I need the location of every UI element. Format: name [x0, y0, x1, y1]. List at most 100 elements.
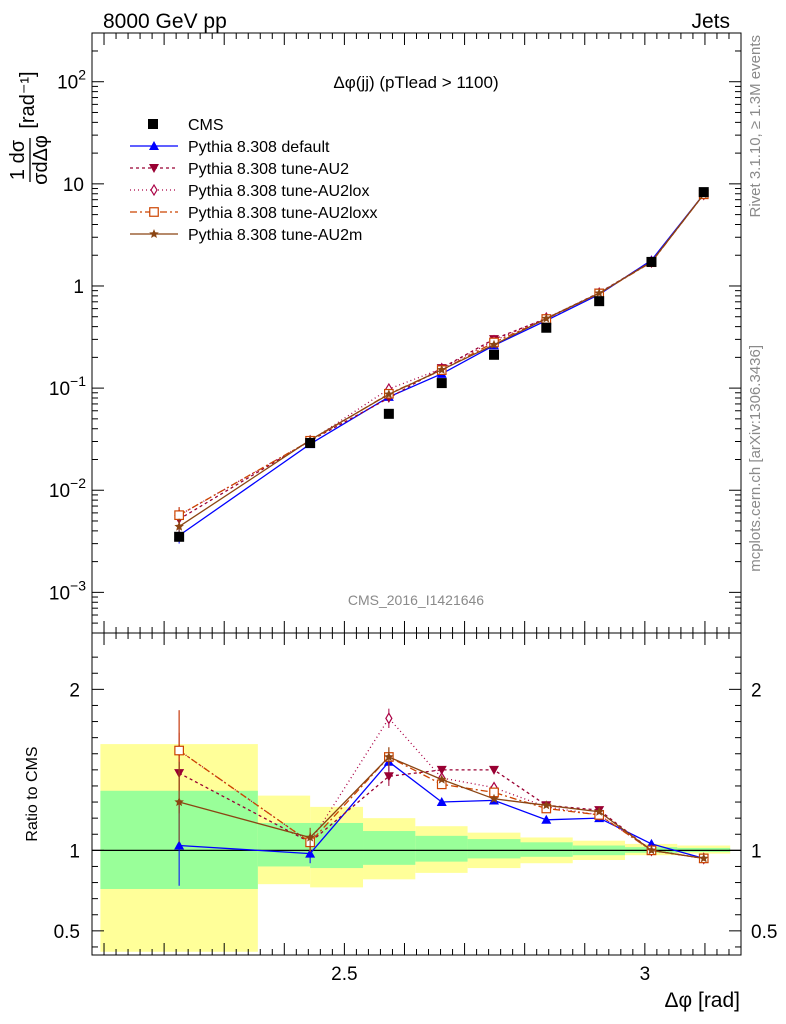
ratio-y-label: Ratio to CMS: [24, 746, 41, 841]
y-label-num: 1 dσ: [7, 139, 29, 180]
y-tick-exp: 2: [78, 67, 86, 83]
y-tick-base: 10: [49, 481, 70, 502]
x-tick-label: 2.5: [331, 964, 357, 985]
star-marker: [437, 364, 447, 374]
square-marker: [174, 510, 184, 521]
square-marker: [149, 207, 159, 217]
triangle-marker: [541, 814, 552, 824]
series-polyline: [178, 193, 705, 528]
star-marker: [174, 521, 184, 531]
y-tick-base: 10: [49, 379, 70, 400]
triangle-down-marker: [489, 765, 500, 775]
legend-label: Pythia 8.308 tune-AU2loxx: [188, 205, 377, 222]
mcplots-label: mcplots.cern.ch [arXiv:1306.3436]: [747, 345, 764, 572]
y-tick-base: 10: [57, 73, 78, 94]
triangle-marker: [436, 797, 447, 807]
triangle-down-marker: [383, 772, 394, 782]
data-point: [489, 349, 500, 360]
legend-label: Pythia 8.308 tune-AU2: [188, 161, 349, 178]
star-marker: [437, 774, 447, 784]
main-plot-area: [174, 187, 709, 544]
analysis-label: CMS_2016_I1421646: [348, 592, 484, 608]
star-marker: [541, 800, 552, 810]
star-marker: [384, 389, 394, 399]
y-tick-label: 10−1: [49, 373, 86, 400]
data-point: [646, 256, 657, 267]
y-label-group: 1 dσ σdΔφ [rad⁻¹]: [7, 71, 52, 185]
star-marker: [699, 853, 709, 863]
ratio-polyline: [178, 749, 704, 860]
y-tick-base: 10: [49, 583, 70, 604]
ratio-polyline: [178, 717, 704, 860]
diamond-marker: [150, 183, 158, 197]
band-green: [467, 839, 521, 859]
rivet-label: Rivet 3.1.10, ≥ 1.3M events: [747, 35, 764, 218]
y-label-unit: [rad⁻¹]: [17, 71, 39, 128]
y-tick-exp: −3: [70, 577, 86, 593]
band-green: [415, 835, 468, 862]
band-green: [520, 842, 573, 857]
star-marker: [646, 845, 657, 855]
ratio-y-tick-label: 1: [69, 841, 80, 862]
ratio-y-tick-label: 2: [69, 680, 80, 701]
triangle-marker: [174, 840, 185, 850]
legend-label: Pythia 8.308 default: [188, 139, 330, 156]
y-label-den: σdΔφ: [30, 135, 52, 185]
data-point: [305, 438, 316, 449]
star-marker: [384, 752, 394, 761]
band-green: [310, 822, 364, 869]
legend: CMS Pythia 8.308 default Pythia 8.308 tune…: [130, 117, 377, 244]
data-points: [174, 187, 709, 542]
y-tick-label: 1: [73, 277, 84, 298]
header-right: Jets: [691, 10, 730, 33]
ratio-plot-area: [92, 708, 741, 952]
header-left: 8000 GeV pp: [103, 10, 227, 33]
ratio-panel: 0.5 0.5 1 1 2 2 2.5 3 Ratio to CMS Δφ [rad]: [24, 632, 777, 1012]
data-point: [383, 408, 394, 419]
star-marker: [174, 797, 184, 807]
ratio-y-tick-label: 0.5: [54, 922, 80, 943]
data-point: [541, 322, 552, 333]
square-marker: [174, 745, 184, 756]
data-point: [436, 378, 447, 389]
legend-label: Pythia 8.308 tune-AU2m: [188, 227, 362, 244]
y-tick-label: 102: [57, 67, 86, 94]
data-point: [594, 296, 605, 307]
legend-label: Pythia 8.308 tune-AU2lox: [188, 183, 369, 200]
triangle-down-marker: [149, 164, 159, 173]
triangle-marker: [305, 848, 316, 858]
y-tick-label: 10: [63, 175, 84, 196]
triangle-marker: [149, 141, 159, 150]
data-point: [698, 187, 709, 198]
plot-title: Δφ(jj) (pTlead > 1100): [333, 73, 498, 92]
data-point: [174, 531, 185, 542]
star-marker: [541, 313, 552, 323]
star-marker: [594, 806, 604, 816]
ratio-y-tick-label-right: 1: [751, 841, 762, 862]
star-marker: [305, 832, 315, 842]
y-tick-exp: −1: [70, 373, 86, 389]
x-tick-label: 3: [640, 964, 651, 985]
star-marker: [489, 793, 499, 803]
y-tick-label: 10−3: [49, 577, 86, 604]
band-green: [363, 831, 416, 865]
ratio-y-tick-label-right: 0.5: [751, 922, 777, 943]
star-marker: [149, 229, 159, 238]
ratio-y-tick-label-right: 2: [751, 680, 762, 701]
legend-marker-data: [148, 119, 158, 129]
band-green: [257, 822, 311, 867]
ratio-axes: 0.5 0.5 1 1 2 2 2.5 3: [54, 633, 777, 985]
y-tick-label: 10−2: [49, 475, 86, 502]
triangle-down-marker: [436, 765, 447, 775]
star-marker: [594, 288, 604, 298]
star-marker: [489, 339, 499, 349]
main-y-label: 1 dσ σdΔφ [rad⁻¹]: [7, 71, 52, 185]
ratio-series-4: [174, 747, 709, 863]
legend-label-data: CMS: [188, 117, 224, 134]
y-tick-exp: −2: [70, 475, 86, 491]
x-axis-label: Δφ [rad]: [665, 989, 741, 1012]
diamond-marker: [385, 712, 393, 725]
